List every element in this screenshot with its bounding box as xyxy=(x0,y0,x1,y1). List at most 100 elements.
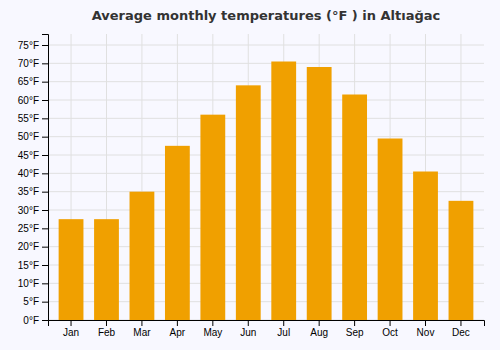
bar xyxy=(449,201,474,320)
tick-label: 65°F xyxy=(18,76,39,87)
tick-mark xyxy=(42,100,48,101)
grid-line xyxy=(48,63,484,64)
tick: 30°F xyxy=(18,205,48,216)
bar xyxy=(200,115,225,320)
tick: 55°F xyxy=(18,113,48,124)
tick-label: 15°F xyxy=(18,260,39,271)
y-axis: 0°F 5°F 10°F 15°F 20°F 25°F 30°F 35°F 40°F 45°F 50… xyxy=(18,35,49,326)
tick-mark xyxy=(141,320,142,326)
tick-label: 30°F xyxy=(18,205,39,216)
tick-label: 70°F xyxy=(18,58,39,69)
bar xyxy=(94,219,119,320)
x-axis: Jan Feb Mar Apr May Jun Jul Aug Sep Oct Nov Dec xyxy=(49,320,485,338)
tick-mark xyxy=(460,320,461,326)
tick-label: Feb xyxy=(98,327,116,338)
tick-mark xyxy=(71,320,72,326)
tick: Sep xyxy=(346,320,364,338)
tick-mark xyxy=(42,320,48,321)
tick-label: 75°F xyxy=(18,40,39,51)
grid-line xyxy=(48,136,484,137)
bar xyxy=(130,192,155,320)
tick: Feb xyxy=(98,320,116,338)
tick-mark xyxy=(319,320,320,326)
tick-label: Aug xyxy=(310,327,328,338)
tick: Apr xyxy=(170,320,186,338)
tick: May xyxy=(203,320,222,338)
tick: 75°F xyxy=(18,40,48,51)
grid xyxy=(48,34,484,320)
tick-mark xyxy=(42,173,48,174)
tick-label: 55°F xyxy=(18,113,39,124)
tick-label: 25°F xyxy=(18,223,39,234)
tick: 0°F xyxy=(23,315,48,326)
grid-line xyxy=(48,155,484,156)
tick-mark xyxy=(42,45,48,46)
tick: Jun xyxy=(240,320,256,338)
tick-label: Jan xyxy=(63,327,79,338)
tick: Mar xyxy=(133,320,151,338)
tick-mark xyxy=(42,228,48,229)
tick-mark xyxy=(354,320,355,326)
tick-label: Apr xyxy=(170,327,186,338)
tick-label: Jun xyxy=(240,327,256,338)
tick-label: Jul xyxy=(277,327,290,338)
tick: Jul xyxy=(277,320,290,338)
grid-line xyxy=(48,81,484,82)
tick-label: May xyxy=(203,327,222,338)
tick: Nov xyxy=(417,320,435,338)
tick-label: Mar xyxy=(133,327,151,338)
tick-mark xyxy=(42,137,48,138)
tick-mark xyxy=(212,320,213,326)
tick-label: 40°F xyxy=(18,168,39,179)
tick-label: Nov xyxy=(417,327,435,338)
bar xyxy=(165,146,190,320)
tick: 10°F xyxy=(18,278,48,289)
tick-label: 0°F xyxy=(23,315,39,326)
tick: 35°F xyxy=(18,186,48,197)
bar xyxy=(236,85,261,320)
tick-label: 5°F xyxy=(23,296,39,307)
bar xyxy=(271,62,296,321)
tick: 5°F xyxy=(23,296,48,307)
tick-label: 60°F xyxy=(18,95,39,106)
grid-line xyxy=(48,45,484,46)
tick: 25°F xyxy=(18,223,48,234)
tick: 45°F xyxy=(18,150,48,161)
tick-mark xyxy=(42,155,48,156)
axis-line xyxy=(49,321,485,327)
tick-mark xyxy=(42,210,48,211)
tick: Aug xyxy=(310,320,328,338)
tick-mark xyxy=(42,63,48,64)
bar xyxy=(59,219,84,320)
tick: 60°F xyxy=(18,95,48,106)
chart: 0°F 5°F 10°F 15°F 20°F 25°F 30°F 35°F 40°F 45°F 50… xyxy=(0,0,500,350)
tick-mark xyxy=(42,192,48,193)
axis-line xyxy=(42,35,49,321)
tick-label: 35°F xyxy=(18,186,39,197)
tick: Jan xyxy=(63,320,79,338)
title: Average monthly temperatures (°F ) in Al… xyxy=(92,8,441,23)
bar xyxy=(413,172,438,321)
tick-label: 50°F xyxy=(18,131,39,142)
tick: 40°F xyxy=(18,168,48,179)
tick: Oct xyxy=(382,320,398,338)
bar xyxy=(378,139,403,321)
tick: 15°F xyxy=(18,260,48,271)
grid-line xyxy=(48,100,484,101)
tick-label: Oct xyxy=(382,327,398,338)
tick-mark xyxy=(283,320,284,326)
tick-mark xyxy=(42,265,48,266)
tick-mark xyxy=(42,118,48,119)
tick: 65°F xyxy=(18,76,48,87)
tick: 50°F xyxy=(18,131,48,142)
tick-mark xyxy=(425,320,426,326)
tick-label: 20°F xyxy=(18,241,39,252)
tick-mark xyxy=(177,320,178,326)
tick: 70°F xyxy=(18,58,48,69)
tick-label: Dec xyxy=(452,327,470,338)
tick-mark xyxy=(248,320,249,326)
bars xyxy=(59,62,474,321)
tick-label: 10°F xyxy=(18,278,39,289)
tick: Dec xyxy=(452,320,470,338)
plot: 0°F 5°F 10°F 15°F 20°F 25°F 30°F 35°F 40°F 45°F 50… xyxy=(18,34,485,338)
